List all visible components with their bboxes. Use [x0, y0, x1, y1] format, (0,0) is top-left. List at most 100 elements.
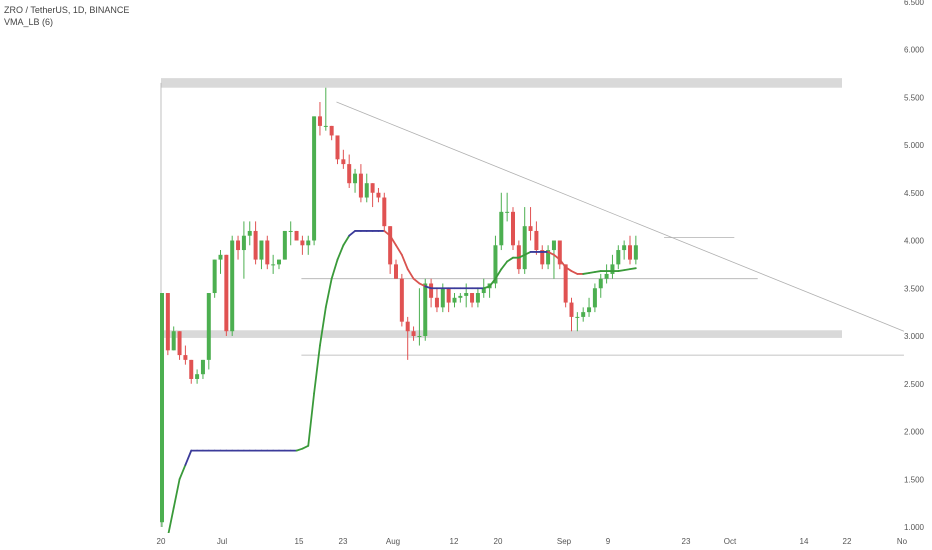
- candle: [458, 293, 463, 303]
- candle: [247, 221, 252, 246]
- y-tick-label: 6.500: [904, 0, 925, 7]
- vma-segment: [523, 251, 532, 256]
- chart-legend: ZRO / TetherUS, 1D, BINANCE VMA_LB (6): [4, 4, 129, 28]
- candle: [236, 235, 241, 260]
- x-tick-label: Aug: [386, 537, 400, 546]
- candle: [546, 245, 551, 270]
- x-tick-label: 23: [339, 537, 348, 546]
- candle-body: [475, 293, 480, 303]
- candle: [358, 164, 363, 203]
- candle: [317, 102, 322, 136]
- candle-body: [382, 197, 387, 227]
- candle: [160, 293, 164, 527]
- candle: [300, 235, 305, 255]
- candle: [171, 326, 176, 351]
- candle-body: [282, 230, 287, 260]
- vma-segment: [178, 464, 187, 481]
- candle-body: [417, 336, 422, 337]
- candle-body: [189, 359, 194, 379]
- vma-segment: [588, 271, 596, 274]
- candle-body: [300, 240, 305, 246]
- symbol-title: ZRO / TetherUS, 1D, BINANCE: [4, 5, 130, 15]
- candle-body: [429, 283, 434, 298]
- candle-body: [394, 264, 398, 279]
- vma-segment: [301, 444, 310, 450]
- candle-body: [200, 359, 205, 375]
- vma-segment: [623, 268, 631, 272]
- candle: [464, 283, 469, 308]
- candle-body: [265, 240, 270, 265]
- vma-segment: [482, 285, 491, 290]
- y-tick-label: 6.000: [904, 46, 925, 55]
- vma-segment: [406, 268, 415, 280]
- candle: [405, 316, 410, 360]
- candle: [540, 245, 545, 270]
- candle-body: [464, 293, 469, 296]
- candle: [446, 288, 451, 313]
- candle: [312, 116, 317, 246]
- candle-body: [388, 226, 393, 265]
- vma-segment: [400, 253, 409, 271]
- candle-body: [563, 264, 568, 303]
- vma-segment: [418, 282, 427, 288]
- y-tick-label: 4.500: [904, 189, 925, 198]
- candle: [241, 221, 246, 279]
- candle-body: [452, 297, 457, 303]
- y-tick-label: 2.000: [904, 428, 925, 437]
- vma-segment: [558, 258, 567, 269]
- vma-segment: [319, 306, 327, 347]
- candle: [282, 230, 287, 260]
- x-tick-label: 22: [843, 537, 852, 546]
- y-tick-label: 1.000: [904, 523, 925, 532]
- candle-body: [616, 250, 621, 265]
- candle-body: [347, 164, 352, 184]
- candle: [370, 183, 375, 208]
- indicator-label: VMA_LB (6): [4, 17, 54, 27]
- candle-body: [458, 295, 463, 298]
- candle: [423, 278, 428, 341]
- x-tick-label: 23: [682, 537, 691, 546]
- candle-body: [622, 245, 627, 251]
- candle: [452, 293, 457, 308]
- candle: [271, 254, 276, 274]
- candle-body: [218, 254, 223, 260]
- candle-body: [446, 288, 451, 303]
- vma-segment: [167, 506, 175, 533]
- candle-body: [165, 293, 170, 351]
- vma-segment: [570, 270, 579, 275]
- candle-body: [499, 211, 504, 246]
- candle: [382, 192, 387, 231]
- candle-body: [177, 331, 182, 356]
- candle: [534, 221, 539, 255]
- candle: [195, 369, 200, 384]
- candle: [335, 135, 340, 165]
- candle-body: [195, 374, 200, 379]
- candle: [598, 273, 603, 298]
- x-tick-label: Sep: [557, 537, 572, 546]
- x-tick-label: 12: [450, 537, 459, 546]
- candle-body: [376, 192, 381, 198]
- trendline-group: [160, 82, 905, 527]
- candle: [470, 293, 475, 308]
- candle: [633, 235, 638, 265]
- candle: [528, 207, 533, 241]
- candle: [323, 87, 328, 131]
- horizontal-levels: [301, 237, 904, 356]
- vma-segment: [395, 244, 403, 256]
- candle: [306, 235, 311, 255]
- candle-body: [598, 278, 603, 289]
- candle-body: [592, 288, 597, 308]
- candle-body: [411, 331, 416, 336]
- vma-segment: [488, 277, 497, 288]
- y-tick-label: 3.000: [904, 332, 925, 341]
- vma-segment: [594, 270, 602, 273]
- candle: [411, 326, 416, 341]
- candle-body: [317, 116, 322, 126]
- candle-body: [341, 159, 346, 165]
- candle-body: [534, 230, 539, 251]
- candle-body: [241, 235, 246, 251]
- candle: [581, 307, 586, 322]
- y-tick-label: 5.500: [904, 93, 925, 102]
- candle: [616, 245, 621, 270]
